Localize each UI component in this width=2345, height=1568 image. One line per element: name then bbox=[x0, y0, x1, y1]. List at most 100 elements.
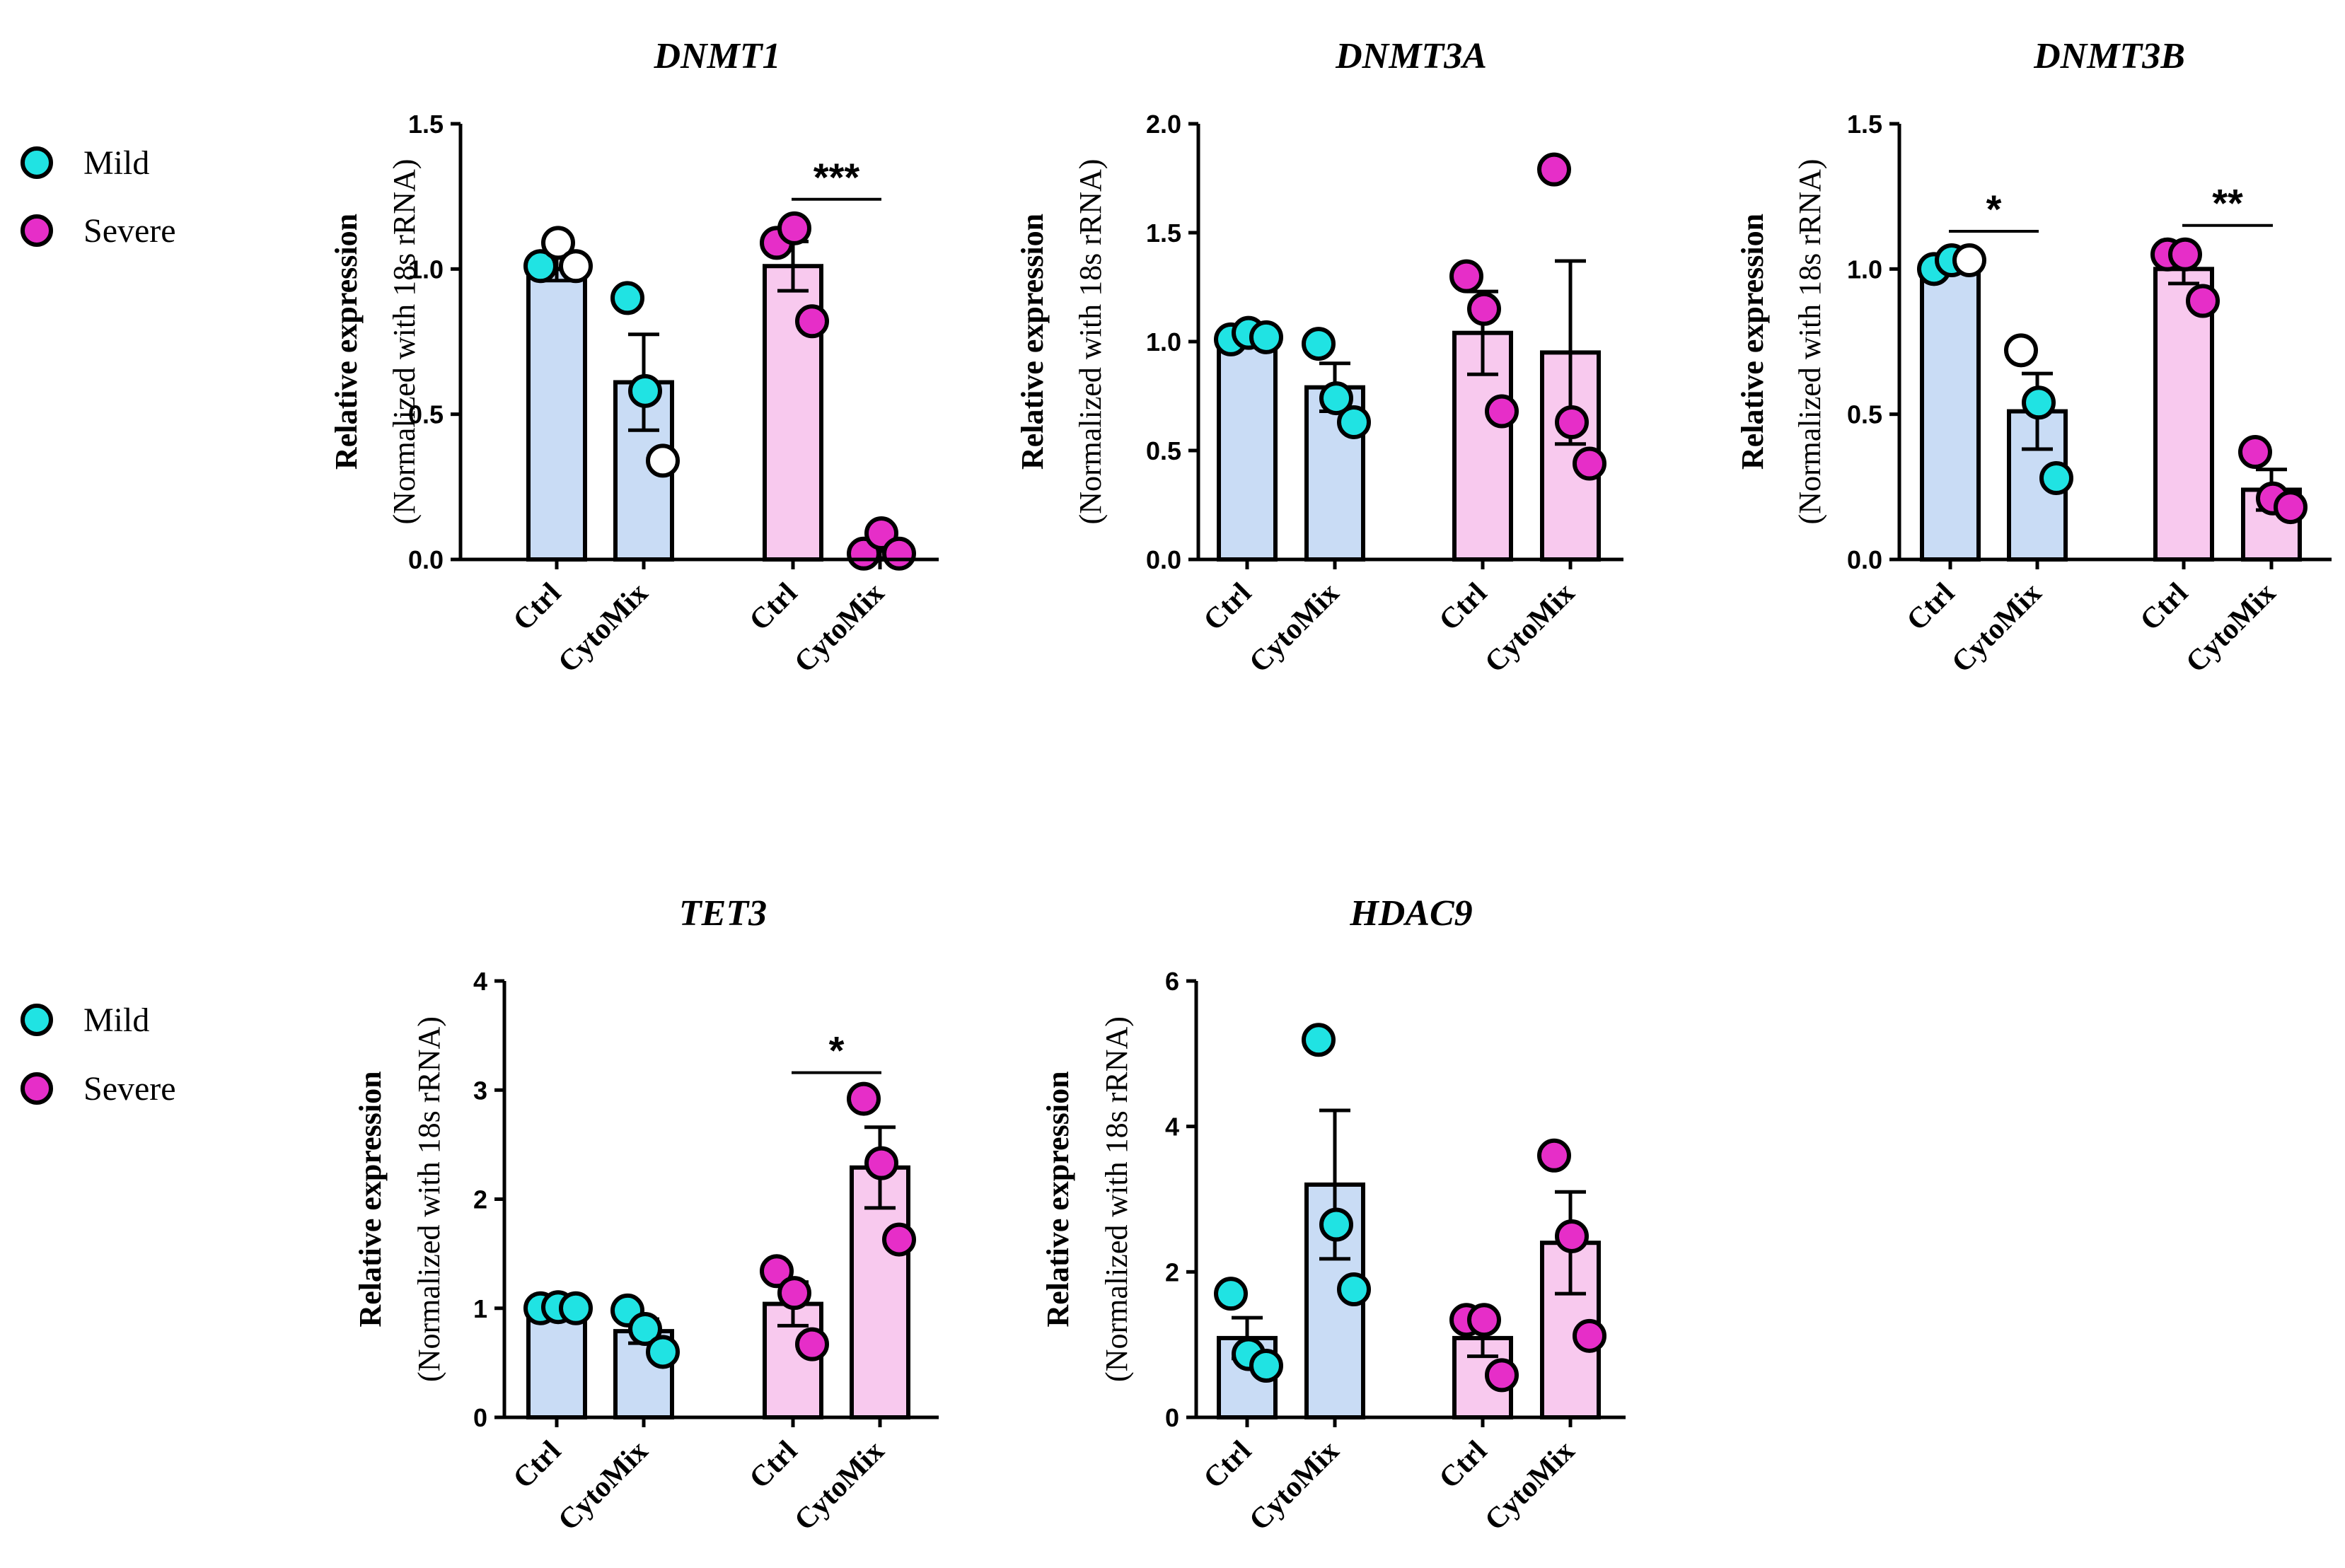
data-point bbox=[646, 443, 680, 478]
chart-title: DNMT3A bbox=[1335, 36, 1487, 76]
data-point bbox=[2039, 461, 2073, 496]
y-axis-label: Relative expression bbox=[329, 214, 364, 470]
data-point bbox=[1467, 1303, 1501, 1337]
significance-label: * bbox=[1986, 187, 2002, 231]
data-point bbox=[777, 1276, 811, 1311]
data-point bbox=[1573, 446, 1606, 481]
data-point bbox=[882, 536, 916, 571]
data-point bbox=[2004, 333, 2038, 368]
legend-mild-marker-bottom bbox=[21, 1004, 53, 1036]
bar bbox=[1920, 261, 1981, 562]
y-tick-label: 1.5 bbox=[1847, 110, 1882, 139]
bar bbox=[1217, 335, 1278, 562]
y-tick-label: 6 bbox=[1165, 967, 1179, 996]
x-tick-label: Ctrl bbox=[1433, 577, 1493, 637]
data-point bbox=[1485, 394, 1519, 429]
y-tick-label: 4 bbox=[473, 967, 487, 996]
x-tick-label: CytoMix bbox=[552, 577, 654, 680]
y-tick-label: 1.0 bbox=[1847, 255, 1882, 284]
x-tick-label: Ctrl bbox=[1198, 577, 1258, 637]
chart-title: DNMT3B bbox=[2033, 36, 2185, 76]
significance-label: * bbox=[829, 1028, 845, 1073]
data-point bbox=[1467, 291, 1501, 326]
x-tick-label: CytoMix bbox=[788, 1435, 891, 1538]
x-tick-label: Ctrl bbox=[1198, 1435, 1258, 1495]
y-tick-label: 0 bbox=[473, 1403, 487, 1432]
x-tick-label: Ctrl bbox=[1433, 1435, 1493, 1495]
chart-dnmt3b: DNMT3B Relative expression (Normalized wit… bbox=[1735, 36, 2332, 679]
data-point bbox=[2186, 284, 2220, 318]
y-tick-label: 1.5 bbox=[1146, 219, 1181, 248]
charts: DNMT1 Relative expression (Normalized with… bbox=[329, 36, 2332, 1537]
data-point bbox=[882, 1222, 916, 1257]
y-tick-label: 0.0 bbox=[1847, 545, 1882, 574]
data-point bbox=[1952, 243, 1986, 278]
x-tick-label: Ctrl bbox=[507, 1435, 567, 1495]
data-point bbox=[559, 249, 593, 284]
chart-title: HDAC9 bbox=[1349, 893, 1472, 934]
y-axis-sublabel: (Normalized with 18s rRNA) bbox=[1073, 159, 1108, 525]
y-tick-label: 4 bbox=[1165, 1113, 1179, 1142]
data-point bbox=[760, 1254, 794, 1289]
data-point bbox=[1555, 405, 1589, 439]
data-point bbox=[1302, 327, 1336, 361]
data-point bbox=[847, 1081, 881, 1116]
y-axis-label: Relative expression bbox=[353, 1071, 388, 1327]
chart-title: DNMT1 bbox=[653, 36, 780, 76]
data-point bbox=[628, 373, 662, 408]
chart-tet3: TET3 Relative expression (Normalized with … bbox=[353, 893, 939, 1537]
data-point bbox=[628, 1312, 662, 1347]
data-point bbox=[1537, 1138, 1571, 1173]
x-tick-label: CytoMix bbox=[1478, 577, 1581, 680]
y-tick-label: 2.0 bbox=[1146, 110, 1181, 139]
x-tick-label: CytoMix bbox=[788, 577, 891, 680]
y-tick-label: 1.5 bbox=[408, 110, 444, 139]
x-tick-label: CytoMix bbox=[2179, 577, 2282, 680]
data-point bbox=[1485, 1358, 1519, 1393]
data-point bbox=[1337, 405, 1371, 439]
x-tick-label: Ctrl bbox=[507, 577, 567, 637]
y-axis-sublabel: (Normalized with 18s rRNA) bbox=[412, 1016, 446, 1382]
data-point bbox=[777, 211, 811, 245]
y-tick-label: 0.5 bbox=[408, 400, 444, 429]
legend-top: Mild Severe bbox=[21, 144, 176, 250]
y-tick-label: 1.0 bbox=[1146, 327, 1181, 356]
significance-label: ** bbox=[2212, 181, 2243, 226]
x-tick-label: Ctrl bbox=[743, 577, 804, 637]
y-tick-label: 0.0 bbox=[408, 545, 444, 574]
y-tick-label: 0 bbox=[1165, 1403, 1179, 1432]
legend-severe-marker-bottom bbox=[21, 1072, 53, 1105]
y-tick-label: 3 bbox=[473, 1076, 487, 1105]
y-axis-label: Relative expression bbox=[1015, 214, 1050, 470]
x-tick-label: CytoMix bbox=[1243, 577, 1345, 680]
data-point bbox=[1214, 1277, 1248, 1311]
data-point bbox=[1449, 259, 1483, 294]
x-tick-label: CytoMix bbox=[1478, 1435, 1581, 1538]
data-point bbox=[795, 1327, 829, 1361]
x-tick-label: CytoMix bbox=[1945, 577, 2048, 680]
chart-dnmt1: DNMT1 Relative expression (Normalized with… bbox=[329, 36, 939, 679]
chart-dnmt3a: DNMT3A Relative expression (Normalized wit… bbox=[1015, 36, 1623, 679]
legend-mild-label-bottom: Mild bbox=[83, 1001, 149, 1039]
y-tick-label: 1.0 bbox=[408, 255, 444, 284]
chart-hdac9: HDAC9 Relative expression (Normalized with… bbox=[1041, 893, 1626, 1537]
y-axis-label: Relative expression bbox=[1735, 214, 1770, 470]
data-point bbox=[864, 1146, 898, 1180]
data-point bbox=[1319, 1207, 1353, 1242]
x-tick-label: Ctrl bbox=[2134, 577, 2194, 637]
data-point bbox=[1319, 381, 1353, 416]
chart-title: TET3 bbox=[679, 893, 767, 934]
data-point bbox=[1337, 1272, 1371, 1307]
y-tick-label: 0.5 bbox=[1847, 400, 1882, 429]
data-point bbox=[646, 1335, 680, 1369]
x-tick-label: Ctrl bbox=[1901, 577, 1961, 637]
data-point bbox=[610, 281, 644, 315]
x-tick-label: CytoMix bbox=[1243, 1435, 1345, 1538]
data-point bbox=[559, 1291, 593, 1325]
y-axis-sublabel: (Normalized with 18s rRNA) bbox=[1099, 1016, 1134, 1382]
x-tick-label: CytoMix bbox=[552, 1435, 654, 1538]
data-point bbox=[2022, 385, 2056, 420]
x-tick-label: Ctrl bbox=[743, 1435, 804, 1495]
y-tick-label: 0.0 bbox=[1146, 545, 1181, 574]
